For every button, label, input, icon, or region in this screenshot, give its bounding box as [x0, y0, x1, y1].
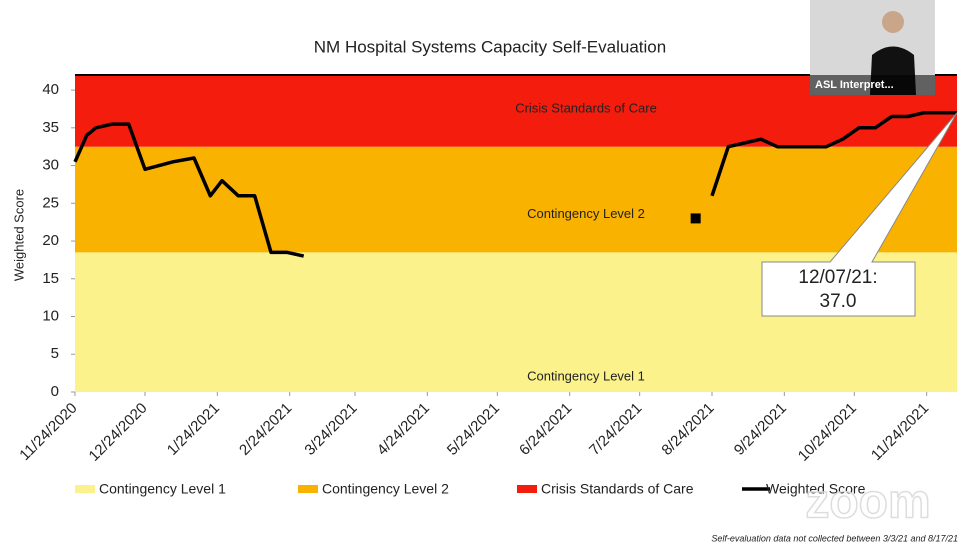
band-label: Crisis Standards of Care [515, 100, 657, 115]
legend-label: Contingency Level 2 [322, 481, 449, 497]
video-tile: ASL Interpret... [810, 0, 935, 95]
band-label: Contingency Level 2 [527, 206, 645, 221]
y-tick-label: 15 [42, 270, 59, 287]
y-axis-label: Weighted Score [11, 189, 26, 281]
chart-title: NM Hospital Systems Capacity Self-Evalua… [314, 37, 666, 56]
legend-swatch [298, 485, 318, 493]
footnote: Self-evaluation data not collected betwe… [711, 533, 958, 543]
watermark: zoom [805, 476, 930, 529]
video-label: ASL Interpret... [815, 79, 894, 91]
line [710, 110, 957, 197]
y-tick-label: 35 [42, 119, 59, 136]
video-label-bg [810, 75, 935, 95]
legend-label: Weighted Score [766, 481, 866, 497]
person-head [882, 11, 904, 33]
y-tick-label: 0 [51, 383, 59, 400]
y-tick-label: 5 [51, 345, 59, 362]
y-tick-label: 25 [42, 194, 59, 211]
y-tick-label: 20 [42, 232, 59, 249]
band-label: Contingency Level 1 [527, 369, 645, 384]
legend-swatch [517, 485, 537, 493]
legend-label: Contingency Level 1 [99, 481, 226, 497]
legend-swatch [75, 485, 95, 493]
y-tick-label: 40 [42, 81, 59, 98]
y-tick-label: 10 [42, 307, 59, 324]
band [75, 146, 957, 253]
point-marker [690, 213, 701, 224]
callout [761, 112, 958, 317]
legend-label: Crisis Standards of Care [541, 481, 694, 497]
annotation: 37.0 [820, 291, 857, 312]
y-tick-label: 30 [42, 157, 59, 174]
annotation: 12/07/21: [798, 267, 877, 288]
line [73, 122, 305, 258]
